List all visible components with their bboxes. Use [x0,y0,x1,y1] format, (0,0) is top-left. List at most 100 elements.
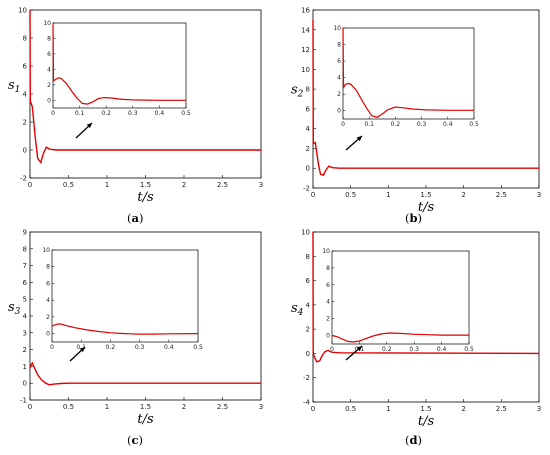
inset-x-tick-label: 0.5 [193,344,203,351]
x-tick-label: 0 [28,403,32,411]
y-axis-label-subscript: 4 [297,308,304,318]
y-tick-label: 16 [301,7,310,15]
caption-b-letter: b [409,211,418,225]
inset-x-tick-label: 0 [330,346,334,353]
inset-x-tick-label: 0 [341,121,345,128]
caption-c: (c) [127,433,144,447]
x-tick-label: 0.5 [345,191,356,199]
zoom-arrow-head [356,136,362,142]
inset-y-tick-label: 2 [326,316,330,323]
x-tick-label: 1 [386,191,390,199]
x-tick-label: 1.5 [420,191,431,199]
y-tick-label: -2 [20,175,27,183]
y-tick-label: 8 [306,86,310,94]
inset-x-tick-label: 0.5 [469,121,479,128]
y-tick-label: -1 [20,397,27,405]
y-tick-label: 8 [23,35,27,43]
x-tick-label: 1 [105,181,109,189]
y-axis-label: s4 [291,301,304,318]
inset-frame [52,22,187,109]
x-tick-label: 1 [386,405,390,413]
inset-y-tick-label: 8 [326,265,330,272]
caption-d: (d) [405,433,423,447]
x-tick-label: 0.5 [63,181,74,189]
inset-x-tick-label: 0 [50,344,54,351]
y-tick-label: 2 [306,145,310,153]
y-tick-label: 4 [23,313,28,321]
inset-x-tick-label: 0.3 [409,346,419,353]
y-tick-label: 6 [23,279,28,287]
y-tick-label: 1 [23,363,27,371]
y-tick-label: 0 [23,147,27,155]
inset-y-tick-label: 0 [326,333,330,340]
caption-c-letter: c [131,433,139,447]
y-axis-label-subscript: 2 [297,90,304,100]
y-tick-label: 8 [23,245,27,253]
inset-x-tick-label: 0 [51,110,55,117]
x-axis-label: t/s [418,414,435,429]
x-tick-label: 2.5 [496,405,507,413]
y-axis-label: s1 [8,78,20,95]
inset-y-tick-label: 6 [326,282,330,289]
inset-y-tick-label: 0 [337,108,341,115]
inset-series-line [52,22,186,105]
y-axis-label: s2 [291,83,304,100]
inset-y-tick-label: 6 [46,280,50,287]
inset-x-tick-label: 0.4 [437,346,447,353]
chart-panel-d: 00.511.522.53-4-20246810t/ss400.10.20.30… [291,229,541,430]
inset-x-tick-label: 0.5 [464,346,474,353]
inset-y-tick-label: 8 [47,35,51,42]
inset-y-tick-label: 0 [47,97,51,104]
y-tick-label: 4 [306,301,311,309]
inset-y-tick-label: 0 [46,331,50,338]
x-axis-label: t/s [137,190,154,205]
caption-d-letter: d [409,433,418,447]
y-tick-label: 5 [23,296,27,304]
inset-series-line [51,323,199,335]
x-tick-label: 3 [259,403,263,411]
y-tick-label: 10 [301,229,310,237]
inset-y-tick-label: 2 [337,91,341,98]
x-tick-label: 2 [182,403,186,411]
y-tick-label: 3 [23,329,27,337]
x-tick-label: 1.5 [140,403,151,411]
caption-a-letter: a [131,211,139,225]
inset-x-tick-label: 0.4 [155,110,165,117]
inset-y-tick-label: 4 [47,66,51,73]
inset-x-tick-label: 0.3 [417,121,427,128]
y-tick-label: 8 [306,253,310,261]
x-axis-label: t/s [137,412,154,427]
y-tick-label: 0 [306,350,310,358]
inset-y-tick-label: 4 [326,299,330,306]
x-tick-label: 2 [182,181,186,189]
x-tick-label: 2.5 [496,191,507,199]
inset-x-tick-label: 0.2 [106,344,116,351]
x-tick-label: 2 [461,191,465,199]
y-tick-label: 10 [301,66,310,74]
y-axis-label-subscript: 1 [15,85,21,95]
inset-y-tick-label: 10 [42,247,50,254]
inset-x-tick-label: 0.1 [364,121,374,128]
y-tick-label: 7 [23,262,27,270]
x-axis-label: t/s [418,200,435,215]
inset-frame [51,249,199,343]
zoom-arrow-head [79,347,85,353]
inset-x-tick-label: 0.4 [164,344,174,351]
inset-y-tick-label: 6 [47,51,51,58]
series-line [312,19,539,176]
series-line [29,361,261,386]
zoom-arrow-head [86,123,92,129]
inset-x-tick-label: 0.2 [391,121,401,128]
inset-y-tick-label: 2 [46,314,50,321]
y-tick-label: 4 [306,125,311,133]
y-axis-label: s3 [8,300,21,317]
y-tick-label: 12 [301,46,310,54]
x-tick-label: 1.5 [140,181,151,189]
x-tick-label: 3 [537,191,541,199]
inset-x-tick-label: 0.2 [382,346,392,353]
caption-b: (b) [405,211,423,225]
y-tick-label: 2 [306,326,310,334]
x-tick-label: 2.5 [217,403,228,411]
